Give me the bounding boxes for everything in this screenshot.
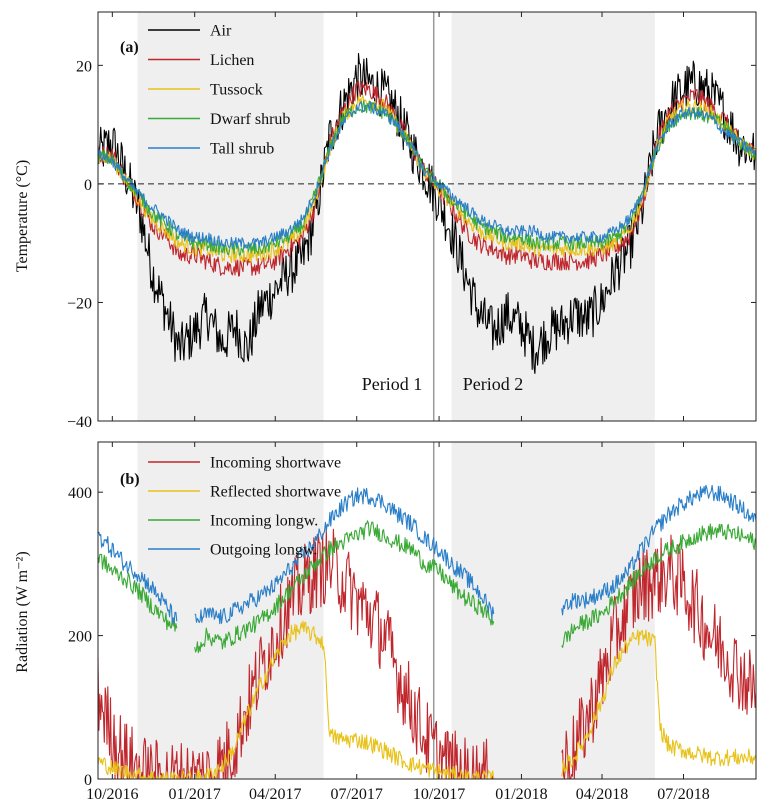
radiation-legend: Incoming shortwave Reflected shortwave Inc… — [148, 455, 341, 559]
shaded-period-2 — [451, 12, 655, 421]
legend-label: Air — [210, 23, 232, 40]
radiation-axis-label: Radiation (W m⁻²) — [14, 551, 31, 672]
legend-label: Outgoing longw. — [210, 542, 317, 559]
x-tick-label: 04/2018 — [576, 786, 628, 802]
x-tick-label: 07/2018 — [657, 786, 709, 802]
period-1-label: Period 1 — [362, 374, 423, 394]
y-tick-label: −40 — [67, 414, 92, 431]
y-tick-label: −20 — [67, 295, 92, 312]
series-outgoing-longw-line — [194, 487, 495, 625]
panel-a-label: (a) — [120, 39, 139, 56]
legend-label: Incoming longw. — [210, 513, 318, 530]
series-incoming-longw-line — [97, 553, 178, 632]
y-tick-label: 20 — [76, 58, 92, 75]
series-outgoing-longw-line — [97, 531, 178, 624]
y-tick-label: 200 — [68, 629, 92, 646]
temperature-legend: Air Lichen Tussock Dwarf shrub Tall shrub — [148, 23, 290, 158]
temperature-plot-frame — [97, 11, 757, 422]
series-reflected-shortwave-line — [97, 620, 495, 780]
y-tick-label: 0 — [84, 177, 92, 194]
x-tick-label: 04/2017 — [249, 786, 301, 802]
series-tall-shrub-line — [97, 101, 757, 249]
series-reflected-shortwave-line — [561, 629, 757, 777]
y-tick-label: 400 — [68, 485, 92, 502]
x-tick-label: 10/2017 — [413, 786, 465, 802]
series-tussock-line — [97, 94, 757, 263]
panel-b-label: (b) — [120, 471, 140, 488]
series-outgoing-longw-line — [561, 484, 757, 616]
y-tick-label: 0 — [84, 772, 92, 789]
x-tick-label: 10/2016 — [86, 786, 138, 802]
legend-label: Incoming shortwave — [210, 455, 341, 472]
series-incoming-longw-line — [194, 520, 495, 654]
series-incoming-shortwave-line — [561, 534, 757, 780]
series-dwarf-shrub-line — [97, 99, 757, 256]
legend-label: Dwarf shrub — [210, 111, 290, 128]
legend-label: Reflected shortwave — [210, 484, 341, 501]
x-tick-label: 07/2017 — [330, 786, 382, 802]
temperature-axis-label: Temperature (°C) — [14, 160, 31, 272]
radiation-plot-frame — [97, 441, 757, 780]
period-2-label: Period 2 — [463, 374, 524, 394]
legend-label: Lichen — [210, 52, 254, 69]
radiation-panel: 0 200 400 10/2016 01/2017 04/2017 07/2017 10/2… — [14, 441, 757, 802]
legend-label: Tussock — [210, 82, 263, 99]
x-tick-label: 01/2018 — [495, 786, 547, 802]
series-incoming-longw-line — [561, 523, 757, 648]
legend-label: Tall shrub — [210, 141, 274, 158]
x-tick-label: 01/2017 — [168, 786, 220, 802]
